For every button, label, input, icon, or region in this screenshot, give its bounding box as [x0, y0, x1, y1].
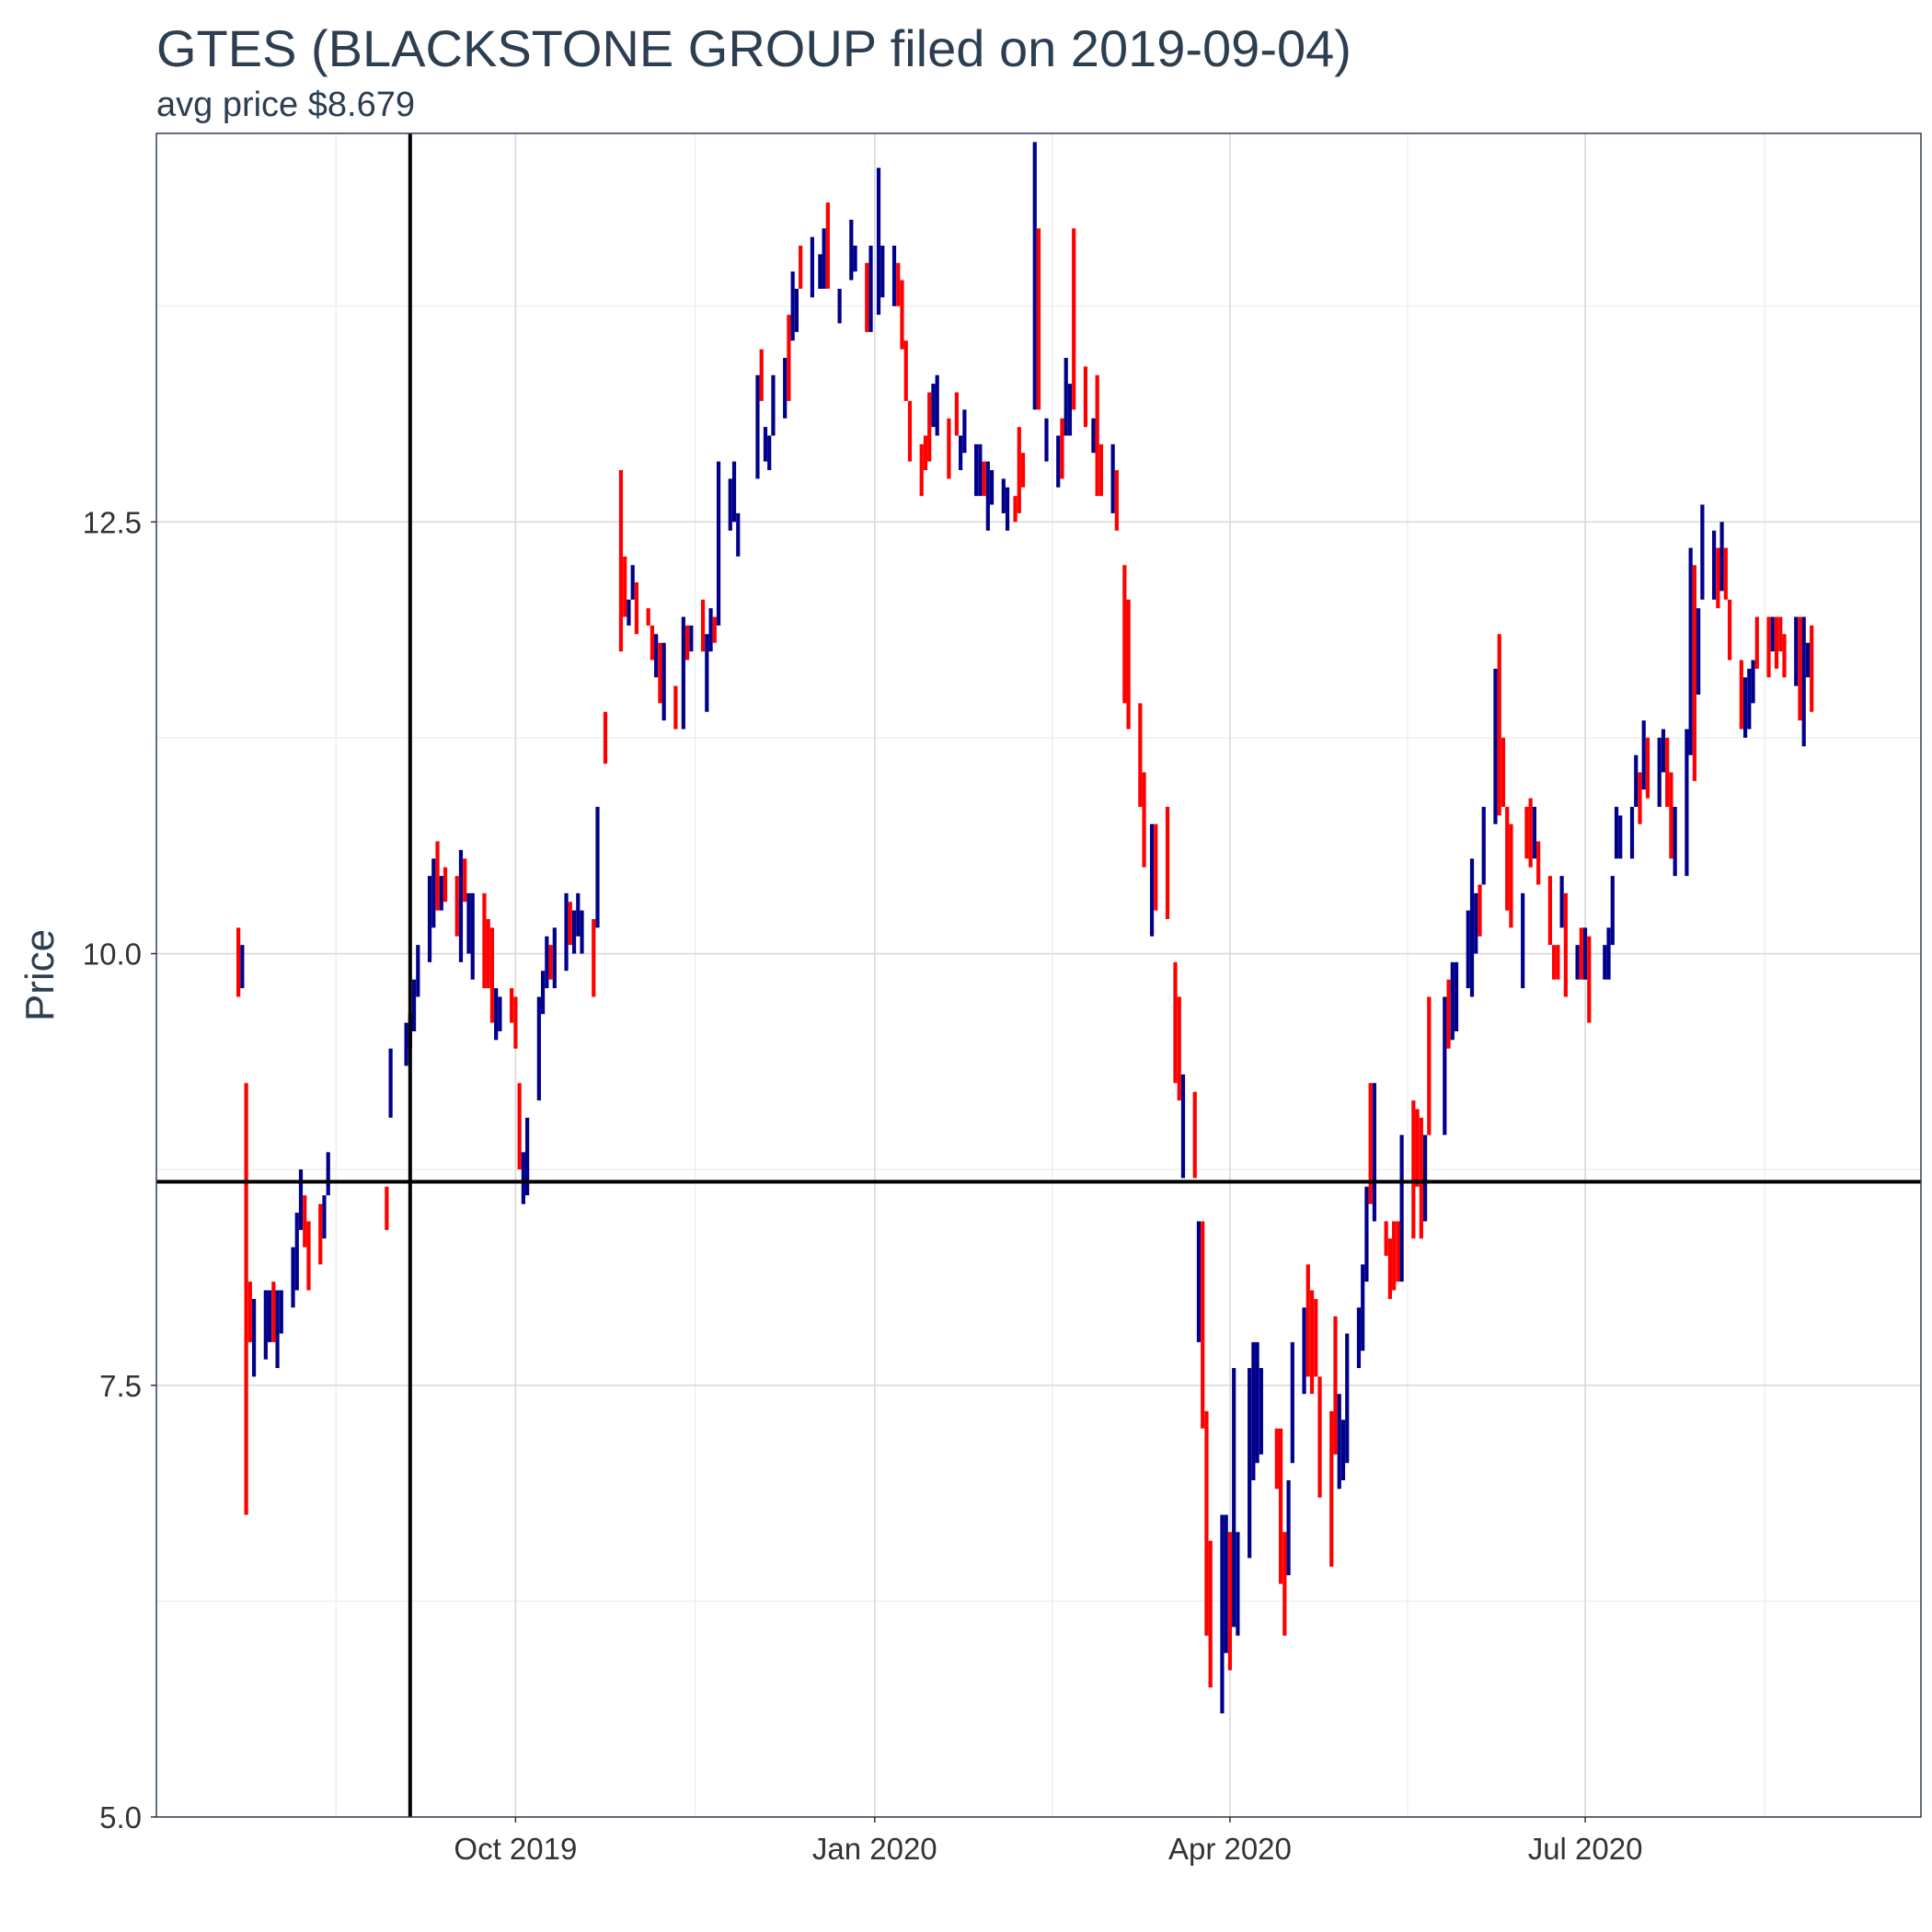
reference-lines — [156, 133, 1921, 1817]
plot-panel-border — [155, 132, 1922, 1818]
chart-title: GTES (BLACKSTONE GROUP filed on 2019-09-… — [156, 19, 1351, 77]
y-tick-label: 5.0 — [99, 1800, 142, 1834]
x-tick-label: Jan 2020 — [812, 1832, 937, 1866]
x-tick-label: Jul 2020 — [1528, 1832, 1643, 1866]
chart-subtitle: avg price $8.679 — [156, 86, 415, 124]
x-tick-label: Apr 2020 — [1168, 1832, 1292, 1866]
axes: 5.0 7.5 10.0 12.5 Oct 2019 Jan 2020 Apr 2020 Ju… — [83, 505, 1643, 1866]
y-axis-title: Price — [17, 929, 63, 1021]
y-tick-label: 12.5 — [83, 505, 142, 539]
y-tick-label: 7.5 — [99, 1369, 142, 1403]
y-tick-label: 10.0 — [83, 937, 142, 972]
price-bars — [236, 142, 1814, 1714]
x-tick-label: Oct 2019 — [454, 1832, 577, 1866]
plot-background — [156, 133, 1921, 1817]
